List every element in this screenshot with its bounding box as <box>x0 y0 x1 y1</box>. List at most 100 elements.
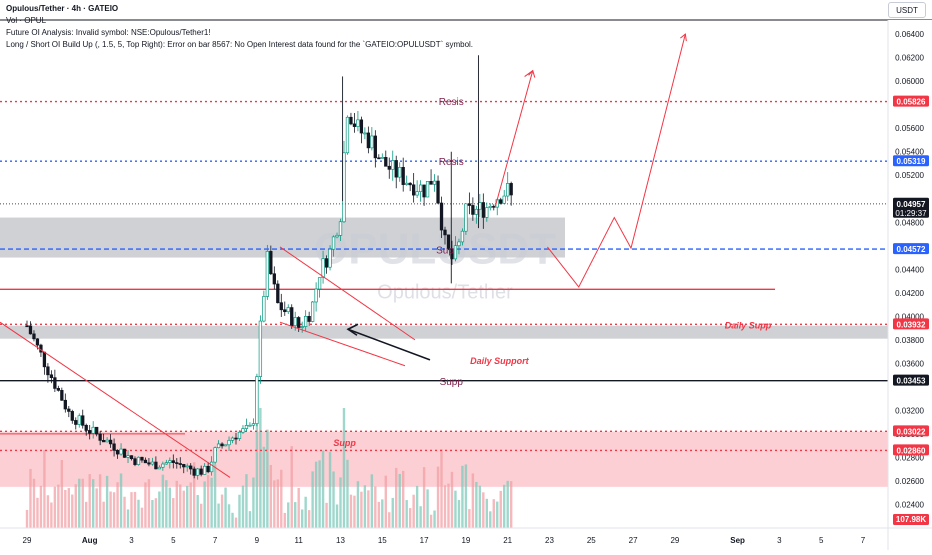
candle-down <box>108 439 113 445</box>
candle-down <box>175 462 179 464</box>
volume-bar <box>210 477 213 528</box>
time-tick-label-9: 17 <box>420 536 429 545</box>
price-label-box-2 <box>893 197 929 218</box>
volume-bar <box>328 451 332 528</box>
volume-bar <box>255 411 259 528</box>
volume-bar <box>189 482 192 528</box>
candle-down <box>84 424 88 431</box>
future-oi-indicator-label[interactable]: Future OI Analysis: Invalid symbol: NSE:… <box>6 28 211 37</box>
volume-bar <box>175 480 178 528</box>
volume-bar <box>273 480 276 528</box>
price-tick-label-10: 0.03800 <box>895 336 924 345</box>
volume-bar <box>311 471 314 528</box>
candle-up <box>363 132 367 135</box>
price-tick-label-8: 0.04200 <box>895 289 924 298</box>
candle-up <box>460 230 465 243</box>
candle-up <box>380 157 384 159</box>
price-tick-label-0: 0.06400 <box>895 30 924 39</box>
candle-up <box>310 301 315 322</box>
candle-down <box>42 351 47 368</box>
price-tick-label-2: 0.06000 <box>895 77 924 86</box>
candle-up <box>227 439 231 446</box>
volume-bar <box>464 464 468 528</box>
volume-bar <box>318 460 321 528</box>
candle-down <box>182 464 186 468</box>
volume-bar <box>85 501 88 528</box>
volume-bar <box>374 486 377 528</box>
candle-up <box>196 468 200 476</box>
projection-arrow-long-head <box>680 33 687 42</box>
oi-buildup-indicator-label[interactable]: Long / Short OI Build Up (, 1.5, 5, Top … <box>6 40 474 49</box>
candle-up <box>168 460 172 463</box>
volume-bar <box>91 479 95 528</box>
volume-bar <box>126 509 130 528</box>
volume-bar <box>321 450 325 528</box>
candle-up <box>262 296 266 322</box>
time-tick-label-15: 29 <box>670 536 679 545</box>
volume-bar <box>485 498 488 528</box>
volume-bar <box>287 502 290 528</box>
volume-bar <box>102 501 105 528</box>
downtrend-line <box>0 321 231 478</box>
volume-bar <box>290 446 293 528</box>
price-tick-label-7: 0.04400 <box>895 265 924 274</box>
price-tick-label-11: 0.03600 <box>895 359 924 368</box>
volume-bar <box>402 470 405 528</box>
candle-down <box>115 450 120 455</box>
volume-bar <box>217 503 220 528</box>
candle-down <box>509 183 513 196</box>
candle-up <box>185 465 189 468</box>
volume-bar <box>353 495 356 528</box>
volume-bar <box>252 477 255 528</box>
volume-label-box <box>893 514 929 525</box>
candle-up <box>321 258 325 278</box>
time-tick-label-2: 3 <box>129 536 134 545</box>
volume-bar <box>412 494 415 528</box>
volume-bar <box>471 473 475 528</box>
candle-down <box>60 390 64 401</box>
candle-down <box>70 411 74 421</box>
currency-button[interactable]: USDT <box>888 2 926 18</box>
annotation-label-4: Daily Supp <box>725 321 772 331</box>
price-label-1: 0.05319 <box>897 157 926 166</box>
volume-indicator-label[interactable]: Vol · OPUL <box>6 16 47 25</box>
candle-up <box>157 466 162 470</box>
volume-bar <box>193 462 196 528</box>
volume-bar <box>422 467 426 528</box>
volume-bar <box>43 450 46 528</box>
price-label-box-4 <box>893 318 929 330</box>
volume-bar <box>335 504 339 528</box>
candle-down <box>499 199 503 204</box>
candle-up <box>203 465 207 475</box>
candle-down <box>307 316 311 322</box>
candle-up <box>425 181 430 198</box>
candle-down <box>401 167 405 185</box>
volume-bar <box>349 494 353 528</box>
candle-up <box>164 462 168 465</box>
candle-down <box>35 338 40 346</box>
candle-up <box>126 455 130 458</box>
candle-down <box>412 184 416 196</box>
candle-down <box>352 123 357 127</box>
symbol-title[interactable]: Opulous/Tether · 4h · GATEIO <box>6 4 119 13</box>
candle-up <box>338 221 343 236</box>
candle-up <box>317 277 322 290</box>
volume-bar <box>140 507 144 528</box>
volume-bar <box>158 491 161 528</box>
volume-bar <box>304 496 307 528</box>
volume-bar <box>245 474 248 528</box>
volume-bar <box>98 474 102 528</box>
candle-up <box>331 236 336 250</box>
volume-bar <box>213 464 217 528</box>
candle-down <box>290 307 294 327</box>
candle-down <box>283 309 287 313</box>
volume-bar <box>381 499 384 528</box>
volume-bar <box>269 465 273 528</box>
candle-up <box>478 202 482 210</box>
price-label-box-7 <box>893 444 929 456</box>
volume-bar <box>186 485 189 528</box>
price-label-6: 0.03022 <box>897 427 926 436</box>
volume-bar <box>276 479 279 528</box>
